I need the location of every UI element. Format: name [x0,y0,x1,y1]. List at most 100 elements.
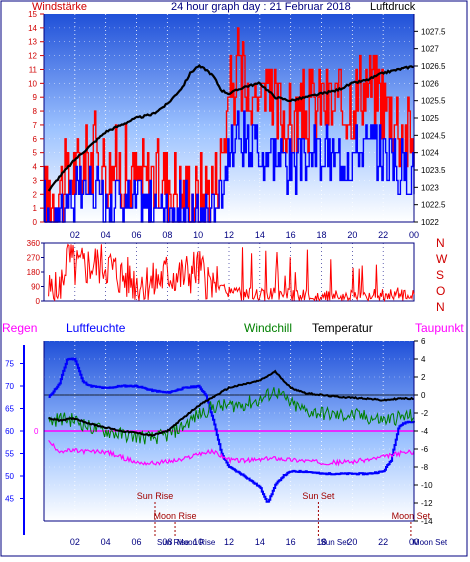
rain-zero-label: 0 [34,427,39,436]
pressure-ytick-label: 1027.5 [421,27,446,36]
astro-xlabel: Moon Rise [177,538,216,547]
temp-ytick-label: -10 [421,481,433,490]
climate-xtick-label: 20 [347,537,357,547]
pressure-ytick-label: 1025 [421,114,439,123]
wind-xtick-label: 16 [286,230,296,240]
winddir-ytick-label: 0 [36,297,41,306]
temp-ytick-label: -4 [421,427,429,436]
wind-xtick-label: 14 [255,230,265,240]
winddir-compass-label: O [436,284,445,298]
temp-ytick-label: -6 [421,445,429,454]
pressure-ytick-label: 1022.5 [421,201,446,210]
climate-xtick-label: 06 [131,537,141,547]
wind-ytick-label: 15 [28,10,37,19]
climate-xtick-label: 02 [70,537,80,547]
winddir-ytick-label: 360 [27,239,41,248]
header-title: 24 hour graph day : 21 Februar 2018 [171,1,351,13]
header-left-label: Windstärke [32,1,87,13]
wind-ytick-label: 8 [33,107,38,116]
humidity-ytick-label: 50 [5,472,14,481]
wind-ytick-label: 1 [33,204,38,213]
astro-annotation: Moon Set [392,511,431,521]
wind-xtick-label: 10 [193,230,203,240]
climate-xtick-label: 18 [316,537,326,547]
astro-annotation: Sun Rise [137,491,174,501]
pressure-series [47,64,415,192]
pressure-ytick-label: 1026 [421,79,439,88]
temp-ytick-label: 0 [421,391,426,400]
pressure-ytick-label: 1022 [421,218,439,227]
wind-ytick-label: 7 [33,121,38,130]
winddir-ytick-label: 180 [27,268,41,277]
climate-xtick-label: 12 [224,537,234,547]
wind-gust-series [44,27,415,223]
wind-ytick-label: 2 [33,190,38,199]
wind-ytick-label: 4 [33,163,38,172]
wind-xtick-label: 00 [409,230,419,240]
climate-xtick-label: 16 [286,537,296,547]
climate-xtick-label: 00 [409,537,419,547]
windchill-series [48,387,415,445]
pressure-ytick-label: 1026.5 [421,62,446,71]
wind-xtick-label: 02 [70,230,80,240]
header-right-label: Luftdruck [370,1,416,13]
wind-xtick-label: 04 [101,230,111,240]
winddir-ytick-label: 90 [31,283,40,292]
pressure-ytick-label: 1024.5 [421,131,446,140]
wind-xtick-label: 12 [224,230,234,240]
wind-ytick-label: 10 [28,79,37,88]
temp-ytick-label: 4 [421,355,426,364]
wind-ytick-label: 5 [33,149,38,158]
wind-xtick-label: 06 [131,230,141,240]
humidity-ytick-label: 65 [5,405,14,414]
legend-windchill: Windchill [244,321,292,335]
wind-ytick-label: 9 [33,93,38,102]
wind-xtick-label: 22 [378,230,388,240]
temp-ytick-label: 6 [421,337,426,346]
wind-ytick-label: 12 [28,52,37,61]
climate-xtick-label: 14 [255,537,265,547]
climate-xtick-label: 04 [101,537,111,547]
pressure-ytick-label: 1025.5 [421,97,446,106]
astro-xlabel: Sun Rise [157,538,190,547]
temp-ytick-label: -2 [421,409,429,418]
temp-ytick-label: -12 [421,499,433,508]
temperature-series [48,369,414,438]
temp-ytick-label: -14 [421,517,433,526]
wind-xtick-label: 18 [316,230,326,240]
winddir-compass-label: N [436,300,445,314]
winddir-series [48,243,415,303]
pressure-ytick-label: 1023 [421,183,439,192]
legend-humidity: Luftfeuchte [66,321,126,335]
temp-ytick-label: 2 [421,373,426,382]
climate-xtick-label: 08 [162,537,172,547]
humidity-series [48,357,415,503]
winddir-ytick-label: 270 [27,254,41,263]
pressure-ytick-label: 1024 [421,149,439,158]
humidity-ytick-label: 75 [5,360,14,369]
wind-ytick-label: 11 [29,65,38,74]
legend-temperature: Temperatur [312,321,373,335]
pressure-ytick-label: 1023.5 [421,166,446,175]
wind-ytick-label: 13 [28,38,37,47]
astro-xlabel: Moon Set [413,538,448,547]
winddir-compass-label: S [436,268,444,282]
legend-dewpoint: Taupunkt [415,321,464,335]
wind-xtick-label: 08 [162,230,172,240]
astro-xlabel: Sun Set [320,538,349,547]
climate-xtick-label: 22 [378,537,388,547]
humidity-ytick-label: 55 [5,450,14,459]
astro-annotation: Moon Rise [154,511,197,521]
dewpoint-series [48,439,415,467]
wind-avg-series [44,110,415,223]
climate-xtick-label: 10 [193,537,203,547]
winddir-compass-label: N [436,236,445,250]
astro-annotation: Sun Set [302,491,335,501]
wind-xtick-label: 20 [347,230,357,240]
humidity-ytick-label: 45 [5,495,14,504]
temp-ytick-label: -8 [421,463,429,472]
wind-ytick-label: 0 [33,218,38,227]
pressure-ytick-label: 1027 [421,45,439,54]
humidity-ytick-label: 60 [5,427,14,436]
